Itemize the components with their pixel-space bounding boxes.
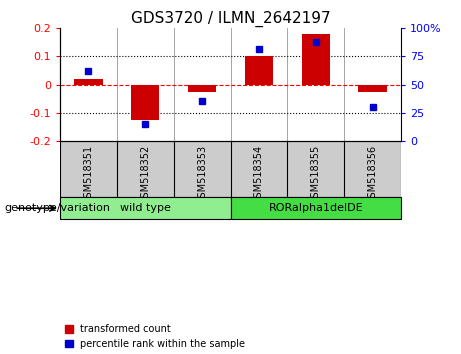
Text: GSM518352: GSM518352 <box>140 145 150 204</box>
Text: GSM518353: GSM518353 <box>197 145 207 204</box>
Bar <box>245 56 273 85</box>
Text: RORalpha1delDE: RORalpha1delDE <box>268 203 363 213</box>
Text: wild type: wild type <box>120 203 171 213</box>
Text: genotype/variation: genotype/variation <box>5 203 111 213</box>
Bar <box>60 197 230 219</box>
Text: GSM518356: GSM518356 <box>367 145 378 204</box>
Bar <box>301 34 330 85</box>
Bar <box>74 79 102 85</box>
Legend: transformed count, percentile rank within the sample: transformed count, percentile rank withi… <box>65 324 245 349</box>
Text: GSM518355: GSM518355 <box>311 145 321 204</box>
Text: GSM518351: GSM518351 <box>83 145 94 204</box>
Bar <box>230 197 401 219</box>
Bar <box>358 85 387 92</box>
Bar <box>131 85 160 120</box>
Text: GSM518354: GSM518354 <box>254 145 264 204</box>
Bar <box>188 85 216 92</box>
Title: GDS3720 / ILMN_2642197: GDS3720 / ILMN_2642197 <box>130 11 331 27</box>
